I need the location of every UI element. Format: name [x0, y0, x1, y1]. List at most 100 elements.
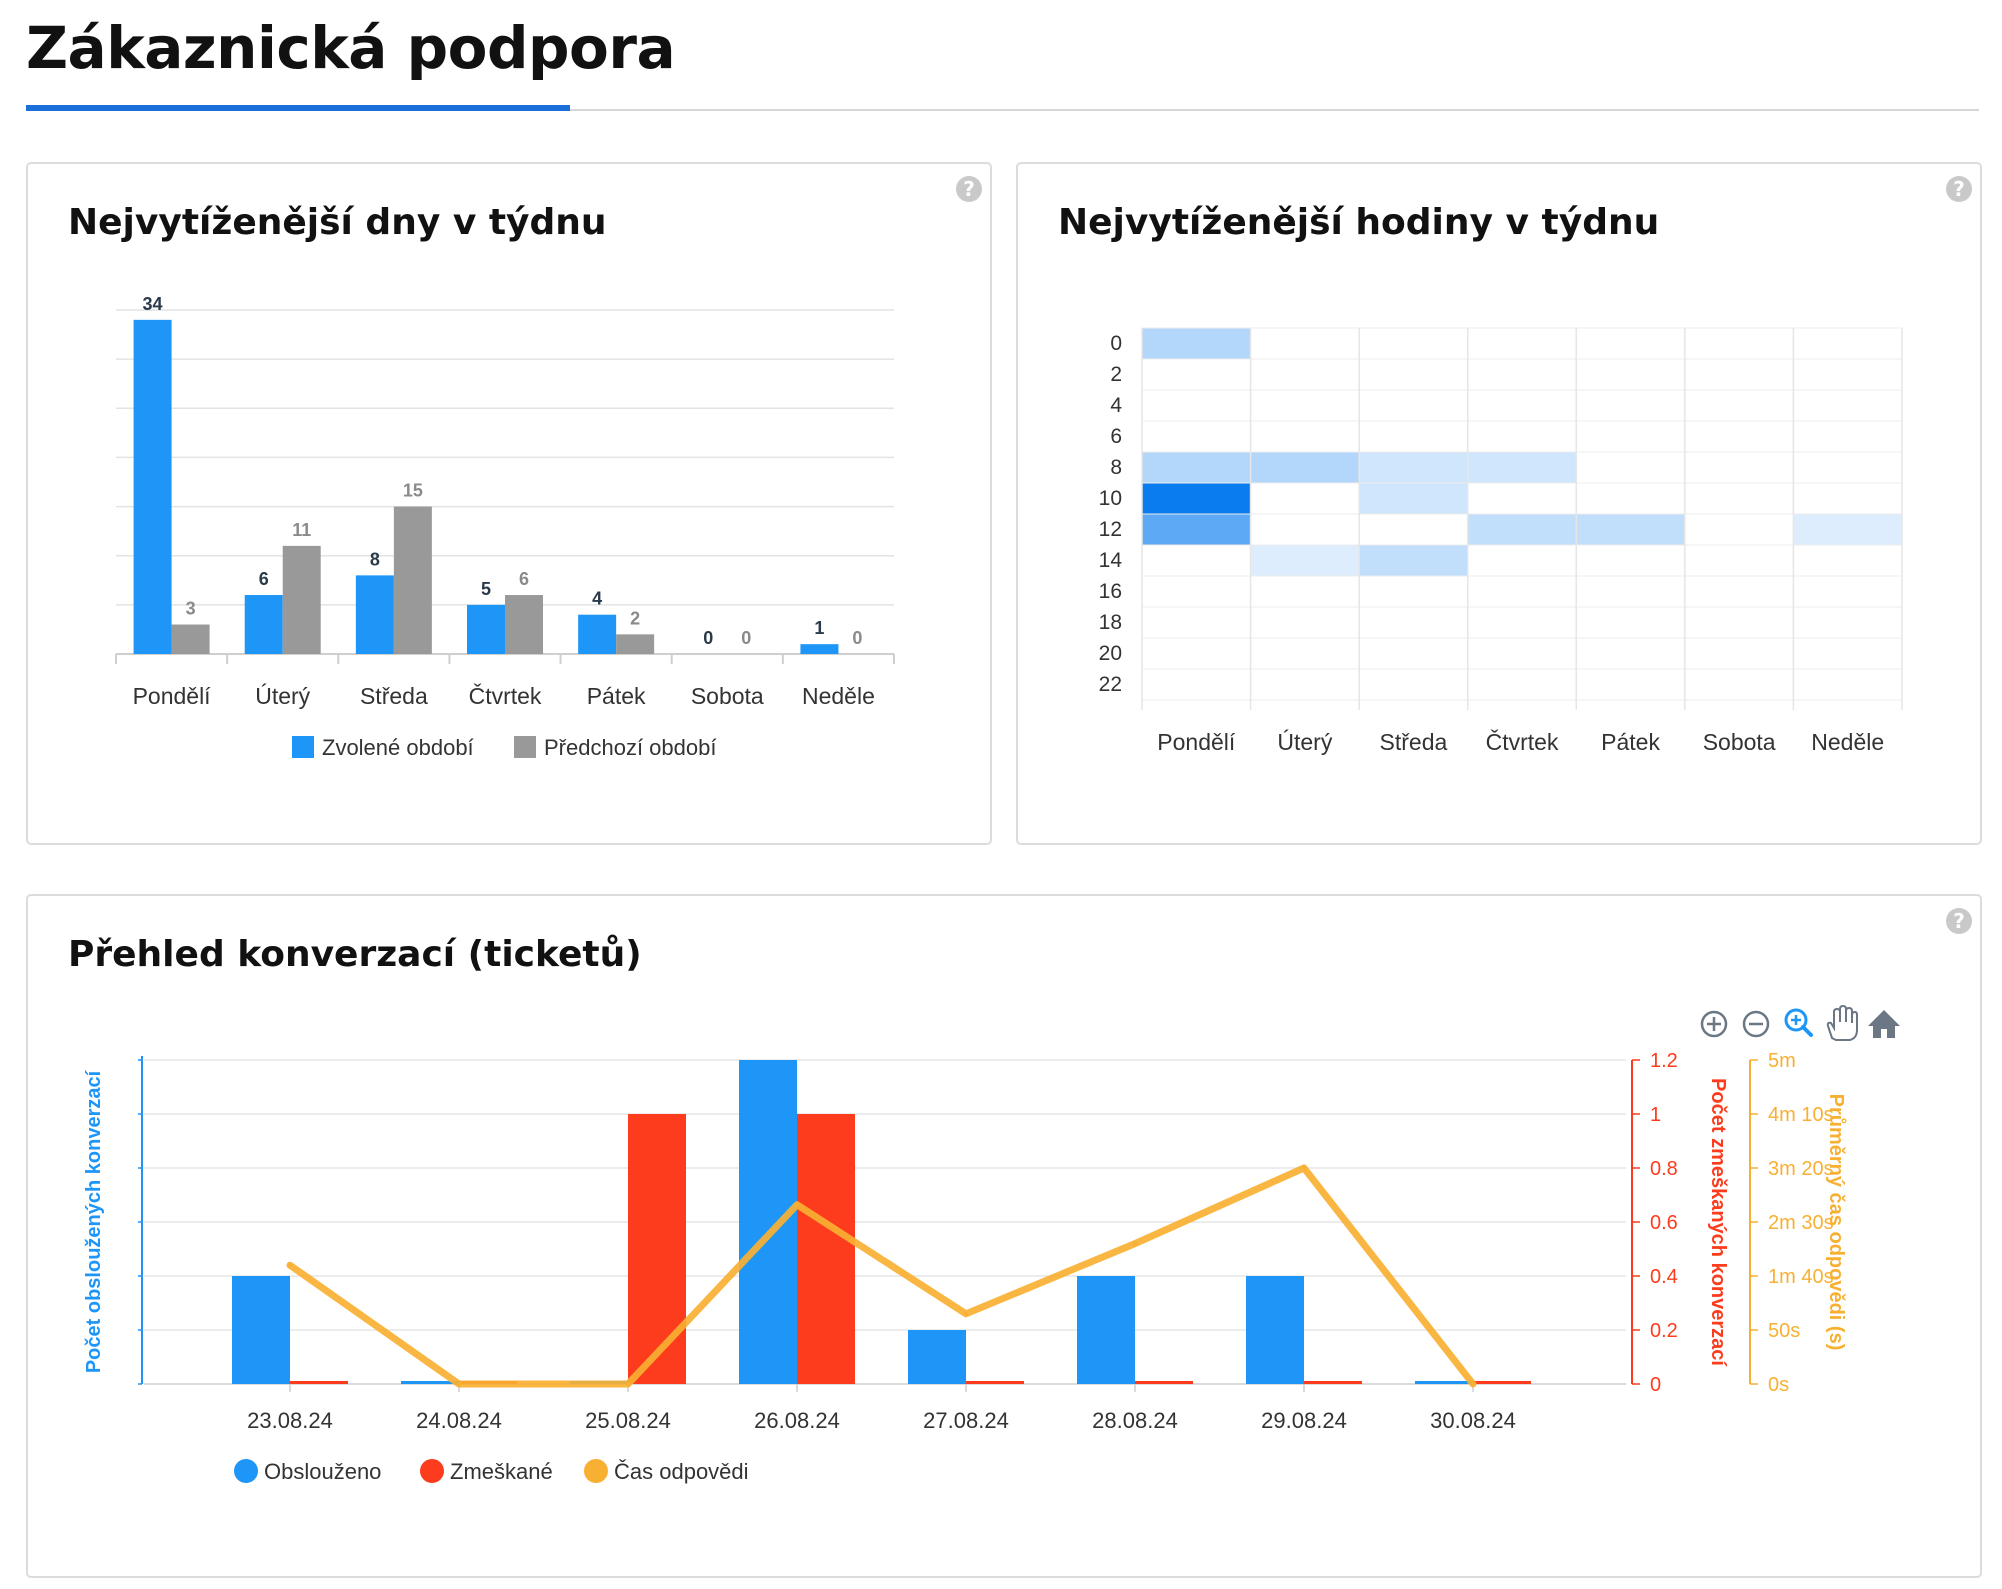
x-tick-label: Úterý — [1277, 729, 1332, 755]
x-tick-label: Pátek — [587, 683, 646, 709]
heatmap-cell — [1141, 327, 1252, 360]
zoom-selection-icon[interactable] — [1784, 1008, 1813, 1037]
heatmap-cell — [1358, 637, 1469, 670]
heatmap-cell — [1250, 575, 1360, 608]
heatmap-cell — [1575, 389, 1686, 422]
bar-previous — [393, 506, 432, 654]
heatmap-cell — [1684, 668, 1794, 701]
heatmap-cell — [1467, 637, 1577, 670]
heatmap-cell — [1250, 513, 1360, 546]
heatmap-cell — [1358, 668, 1469, 701]
conversations-panel: Přehled konverzací (ticketů) ? — [26, 894, 1982, 1578]
busiest-hours-title: Nejvytíženější hodiny v týdnu — [1058, 202, 1660, 243]
help-circle-icon[interactable]: ? — [1946, 908, 1972, 934]
heatmap-cell — [1358, 482, 1469, 515]
bar-previous — [616, 634, 655, 654]
right2-axis-tick-label: 3m 20s — [1768, 1158, 1834, 1180]
heatmap-cell — [1575, 668, 1686, 701]
heatmap-cell — [1684, 482, 1794, 515]
response-time-point — [626, 1382, 630, 1386]
right-axis-tick-label: 0 — [1650, 1374, 1661, 1396]
bar-missed — [1135, 1381, 1193, 1384]
heatmap-cell — [1358, 389, 1469, 422]
help-circle-icon[interactable]: ? — [956, 176, 982, 202]
pan-hand-icon[interactable] — [1826, 1004, 1858, 1041]
bar-selected — [800, 644, 839, 654]
data-label: 0 — [703, 628, 713, 648]
bar-served — [1246, 1276, 1304, 1384]
x-tick-label: Pondělí — [1157, 729, 1236, 755]
title-accent-bar — [26, 105, 570, 111]
heatmap-cell — [1141, 420, 1252, 453]
heatmap-cell — [1358, 544, 1469, 577]
heatmap-cell — [1467, 358, 1577, 391]
legend-label-previous: Předchozí období — [544, 735, 716, 760]
right2-axis-tick-label: 2m 30s — [1768, 1212, 1834, 1234]
right-axis-tick-label: 1 — [1650, 1104, 1661, 1126]
legend-swatch-selected — [292, 736, 314, 758]
heatmap-cell — [1250, 606, 1360, 639]
heatmap-cell — [1684, 544, 1794, 577]
zoom-in-icon[interactable] — [1700, 1010, 1728, 1038]
x-tick-label: Čtvrtek — [1486, 728, 1559, 755]
x-tick-label: 24.08.24 — [416, 1408, 502, 1433]
bar-missed — [797, 1114, 855, 1384]
legend-swatch-missed — [420, 1459, 444, 1483]
data-label: 2 — [630, 608, 640, 628]
y-tick-label: 4 — [1110, 394, 1122, 417]
response-time-point — [1302, 1166, 1306, 1170]
heatmap-cell — [1575, 637, 1686, 670]
heatmap-cell — [1358, 575, 1469, 608]
heatmap-cell — [1792, 482, 1903, 515]
busiest-days-panel: Nejvytíženější dny v týdnu ? Pondělí 34 3 Ú… — [26, 162, 992, 845]
zoom-out-icon[interactable] — [1742, 1010, 1770, 1038]
y-tick-label: 22 — [1099, 673, 1122, 696]
y-tick-label: 0 — [1110, 332, 1122, 355]
heatmap-cell — [1792, 668, 1903, 701]
heatmap-cell — [1575, 606, 1686, 639]
heatmap-cell — [1250, 637, 1360, 670]
heatmap-cell — [1684, 451, 1794, 484]
heatmap-cell — [1467, 668, 1577, 701]
help-circle-icon[interactable]: ? — [1946, 176, 1972, 202]
x-tick-label: 28.08.24 — [1092, 1408, 1178, 1433]
response-time-point — [795, 1202, 799, 1207]
bar-selected — [355, 575, 394, 654]
right2-axis-tick-label: 50s — [1768, 1320, 1800, 1342]
heatmap-cell — [1792, 420, 1903, 453]
data-label: 11 — [292, 520, 311, 540]
heatmap-cell — [1792, 389, 1903, 422]
data-label: 34 — [143, 294, 163, 314]
heatmap-cell — [1575, 482, 1686, 515]
bar-missed — [1473, 1381, 1531, 1384]
bar-previous — [505, 595, 543, 654]
y-tick-label: 8 — [1110, 456, 1122, 479]
response-time-point — [457, 1382, 461, 1386]
heatmap-cell — [1575, 544, 1686, 577]
bar-selected — [133, 319, 172, 654]
bar-served — [1077, 1276, 1135, 1384]
heatmap-cell — [1358, 606, 1469, 639]
heatmap-cell — [1467, 389, 1577, 422]
y-tick-label: 12 — [1099, 518, 1122, 541]
heatmap-cell — [1575, 451, 1686, 484]
data-label: 6 — [519, 569, 529, 589]
heatmap-cell — [1141, 358, 1252, 391]
x-tick-label: Neděle — [1811, 729, 1884, 755]
home-icon[interactable] — [1868, 1010, 1900, 1038]
x-tick-label: Sobota — [1703, 729, 1776, 755]
x-tick-label: Středa — [360, 683, 428, 709]
x-tick-label: 25.08.24 — [585, 1408, 671, 1433]
x-tick-label: 29.08.24 — [1261, 1408, 1347, 1433]
right-axis-tick-label: 0.6 — [1650, 1212, 1678, 1234]
heatmap-cell — [1684, 358, 1794, 391]
bar-previous — [171, 624, 210, 654]
legend-label-response: Čas odpovědi — [614, 1459, 749, 1484]
left-axis-title: Počet obsloužených konverzací — [83, 1069, 105, 1373]
legend-swatch-served — [234, 1459, 258, 1483]
y-tick-label: 18 — [1099, 611, 1122, 634]
heatmap-cell — [1358, 420, 1469, 453]
y-tick-label: 10 — [1099, 487, 1122, 510]
x-tick-label: Pondělí — [133, 683, 212, 709]
busiest-hours-panel: Nejvytíženější hodiny v týdnu ? 0 2 4 6 8 10 1… — [1016, 162, 1982, 845]
